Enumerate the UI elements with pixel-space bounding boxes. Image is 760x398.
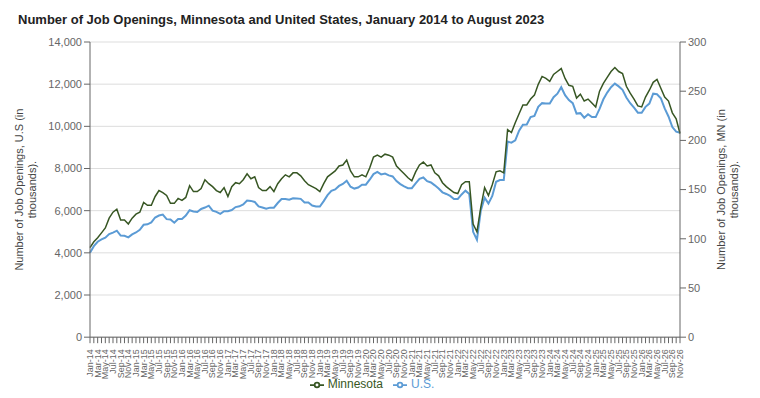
svg-text:Jan-18: Jan-18 — [268, 349, 279, 377]
svg-text:Mar-20: Mar-20 — [368, 349, 379, 378]
svg-text:Jul-20: Jul-20 — [383, 349, 394, 374]
svg-text:Nov-19: Nov-19 — [353, 349, 364, 379]
svg-text:8,000: 8,000 — [54, 162, 82, 174]
svg-text:Mar-25: Mar-25 — [598, 349, 609, 378]
svg-text:May-21: May-21 — [422, 349, 432, 380]
svg-text:Sep-25: Sep-25 — [621, 349, 632, 379]
svg-text:Number of Job Openings, MN (in: Number of Job Openings, MN (inthousands)… — [715, 109, 740, 270]
svg-text:May-24: May-24 — [559, 349, 570, 380]
svg-text:Jul-18: Jul-18 — [291, 349, 302, 374]
svg-text:Number of Job Openings, U.S (i: Number of Job Openings, U.S (inthousands… — [13, 109, 38, 271]
svg-text:Sep-21: Sep-21 — [437, 349, 448, 379]
svg-text:Jan-19: Jan-19 — [314, 349, 325, 377]
svg-text:Jan-22: Jan-22 — [452, 349, 463, 377]
svg-text:12,000: 12,000 — [48, 78, 82, 90]
svg-text:Sep-15: Sep-15 — [161, 349, 172, 379]
svg-text:May-16: May-16 — [192, 349, 203, 380]
html-text:Number of Job Openings, Minnes: Number of Job Openings, Minnesota and Un… — [18, 12, 545, 27]
svg-text:Mar-23: Mar-23 — [506, 349, 517, 378]
svg-text:Jan-26: Jan-26 — [636, 349, 647, 377]
svg-text:150: 150 — [688, 183, 706, 195]
svg-text:Nov-18: Nov-18 — [307, 349, 318, 379]
svg-text:Sep-18: Sep-18 — [299, 349, 310, 379]
svg-text:10,000: 10,000 — [48, 120, 82, 132]
svg-text:Jul-17: Jul-17 — [245, 349, 256, 374]
svg-text:Nov-16: Nov-16 — [215, 349, 226, 379]
svg-text:Sep-17: Sep-17 — [253, 349, 264, 379]
svg-text:Mar-17: Mar-17 — [230, 349, 241, 378]
svg-text:May-26: May-26 — [651, 349, 662, 380]
svg-text:Jul-14: Jul-14 — [107, 349, 118, 374]
svg-text:50: 50 — [688, 282, 700, 294]
svg-text:Jul-26: Jul-26 — [659, 349, 670, 374]
svg-text:Nov-25: Nov-25 — [628, 349, 639, 379]
svg-text:May-18: May-18 — [284, 349, 295, 380]
svg-text:Sep-26: Sep-26 — [667, 349, 678, 379]
svg-text:6,000: 6,000 — [54, 205, 82, 217]
svg-text:0: 0 — [76, 331, 82, 343]
svg-text:Jan-25: Jan-25 — [590, 349, 601, 377]
svg-text:2,000: 2,000 — [54, 289, 82, 301]
svg-text:May-17: May-17 — [238, 349, 249, 380]
svg-text:Mar-14: Mar-14 — [92, 349, 103, 378]
svg-text:Sep-22: Sep-22 — [483, 349, 494, 379]
svg-text:Jul-23: Jul-23 — [521, 349, 532, 374]
svg-text:Jan-15: Jan-15 — [130, 349, 141, 377]
svg-text:Jan-14: Jan-14 — [84, 349, 95, 377]
svg-text:Jul-19: Jul-19 — [337, 349, 348, 374]
svg-text:Nov-14: Nov-14 — [123, 349, 134, 379]
svg-text:Nov-24: Nov-24 — [582, 349, 593, 379]
svg-text:100: 100 — [688, 233, 706, 245]
svg-text:Mar-21: Mar-21 — [414, 349, 425, 378]
svg-text:May-20: May-20 — [376, 349, 386, 380]
svg-text:Jan-17: Jan-17 — [222, 349, 233, 377]
svg-text:Nov-26: Nov-26 — [675, 349, 685, 378]
svg-text:Jul-25: Jul-25 — [613, 349, 624, 374]
svg-text:Jul-15: Jul-15 — [153, 349, 164, 374]
svg-text:Jul-22: Jul-22 — [475, 349, 486, 374]
svg-text:May-25: May-25 — [605, 349, 616, 380]
svg-text:Mar-16: Mar-16 — [184, 349, 195, 378]
svg-text:Jan-21: Jan-21 — [406, 349, 417, 377]
svg-text:300: 300 — [688, 36, 706, 48]
svg-text:14,000: 14,000 — [48, 36, 82, 48]
svg-text:Mar-24: Mar-24 — [552, 349, 563, 378]
svg-text:Nov-22: Nov-22 — [491, 349, 501, 379]
html-text:Minnesota: Minnesota — [327, 377, 383, 392]
svg-text:200: 200 — [688, 134, 706, 146]
svg-text:Nov-20: Nov-20 — [399, 349, 409, 379]
svg-text:Sep-20: Sep-20 — [391, 349, 402, 379]
svg-text:May-23: May-23 — [514, 349, 524, 380]
svg-text:Nov-15: Nov-15 — [169, 349, 180, 379]
svg-text:Jul-16: Jul-16 — [199, 349, 210, 374]
svg-text:Mar-22: Mar-22 — [460, 349, 471, 378]
svg-text:May-22: May-22 — [468, 349, 478, 380]
svg-text:Jan-24: Jan-24 — [544, 349, 555, 377]
svg-text:Jan-16: Jan-16 — [176, 349, 187, 377]
svg-text:250: 250 — [688, 85, 706, 97]
svg-text:Jul-21: Jul-21 — [429, 349, 440, 374]
svg-text:Mar-15: Mar-15 — [138, 349, 149, 378]
svg-text:Mar-18: Mar-18 — [276, 349, 287, 378]
svg-text:Sep-24: Sep-24 — [575, 349, 586, 379]
svg-text:Sep-19: Sep-19 — [345, 349, 356, 379]
svg-text:Mar-26: Mar-26 — [644, 349, 655, 378]
svg-text:Nov-17: Nov-17 — [261, 349, 272, 379]
svg-text:Jan-23: Jan-23 — [498, 349, 509, 377]
svg-text:Sep-16: Sep-16 — [207, 349, 218, 379]
svg-text:May-15: May-15 — [146, 349, 157, 380]
svg-text:Sep-14: Sep-14 — [115, 349, 126, 379]
svg-text:Nov-21: Nov-21 — [445, 349, 455, 379]
svg-text:Nov-23: Nov-23 — [537, 349, 547, 379]
html-text:U.S.: U.S. — [411, 377, 435, 392]
svg-text:0: 0 — [688, 331, 694, 343]
svg-text:Jul-24: Jul-24 — [567, 349, 578, 374]
svg-text:Mar-19: Mar-19 — [322, 349, 333, 378]
svg-text:4,000: 4,000 — [54, 247, 82, 259]
svg-text:May-14: May-14 — [100, 349, 111, 380]
svg-text:Sep-23: Sep-23 — [529, 349, 540, 379]
svg-text:Jan-20: Jan-20 — [360, 349, 371, 377]
svg-text:May-19: May-19 — [330, 349, 341, 380]
